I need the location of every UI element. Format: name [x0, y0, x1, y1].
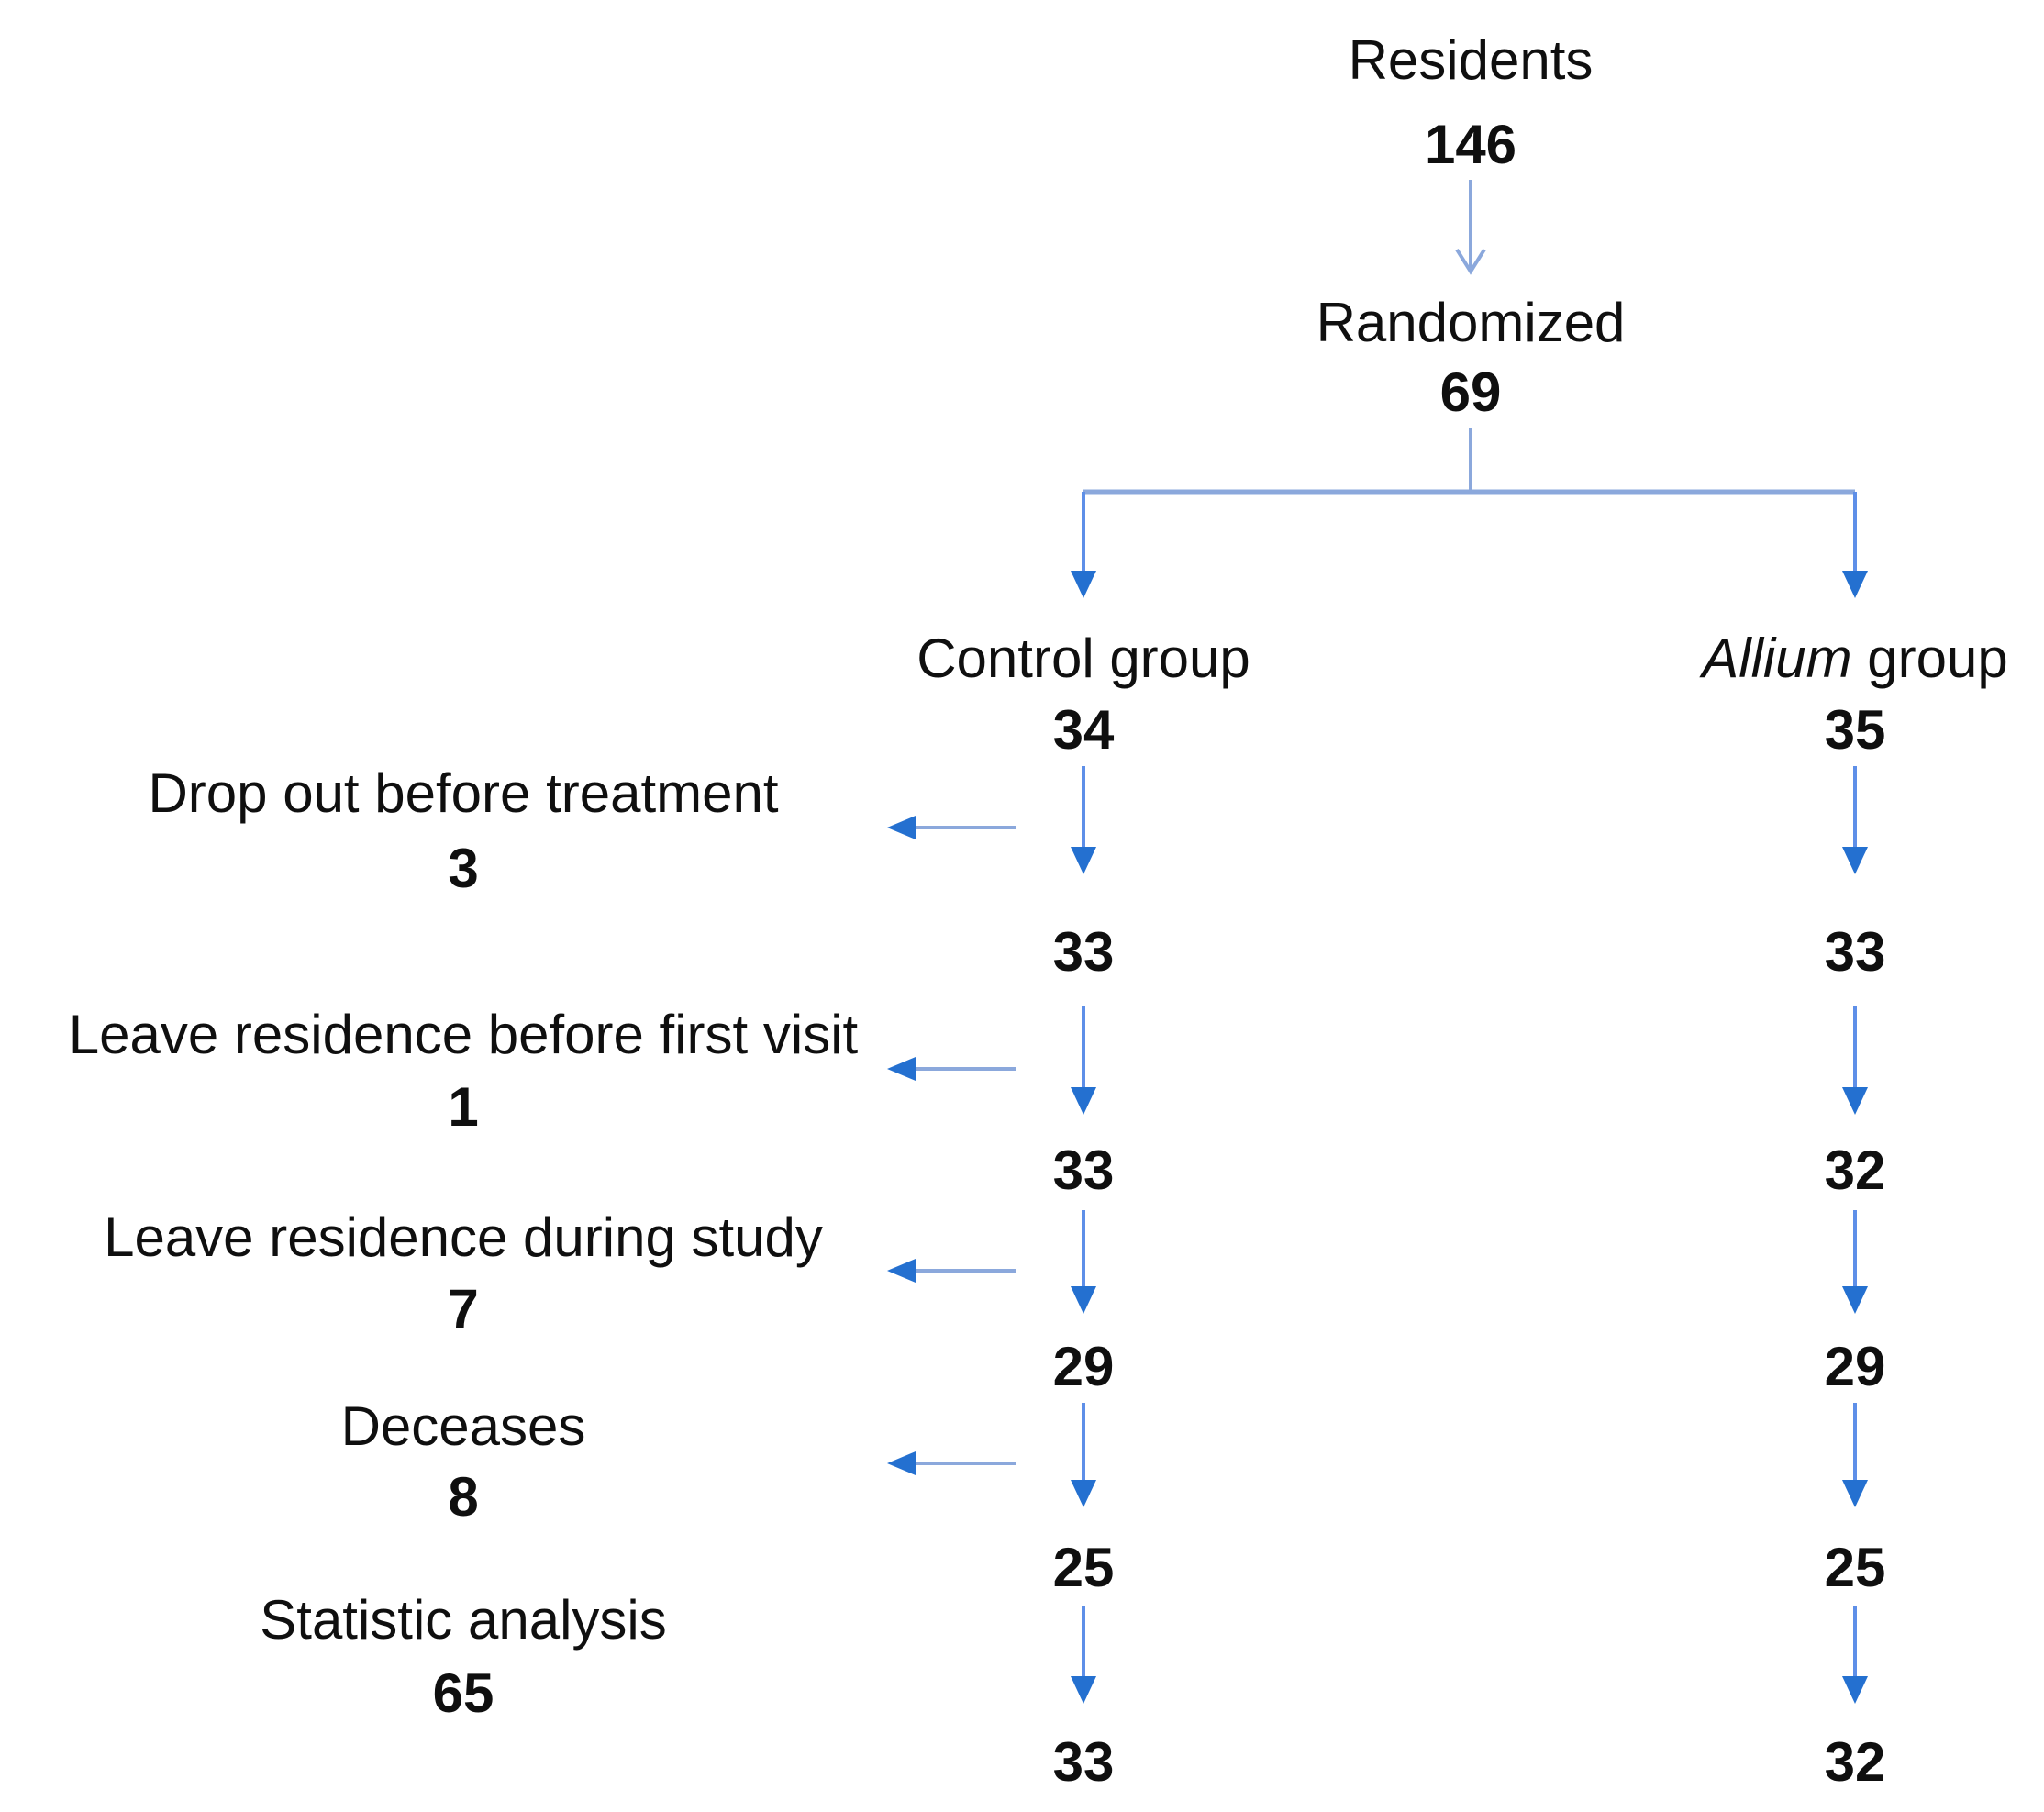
side-note-label: Leave residence during study	[104, 1206, 823, 1268]
allium-group-label-italic: Allium	[1702, 628, 1852, 689]
side-note-value: 3	[448, 838, 479, 899]
allium-step-value: 25	[1824, 1537, 1886, 1598]
residents-value: 146	[1424, 114, 1517, 175]
control-arrow-5-head-icon	[1071, 1676, 1096, 1704]
control-arrow-4-head-icon	[1071, 1480, 1096, 1507]
randomized-value: 69	[1439, 361, 1502, 423]
allium-arrow-2-head-icon	[1842, 1087, 1868, 1115]
control-arrow-2-head-icon	[1071, 1087, 1096, 1115]
control-arrow-1-head-icon	[1071, 847, 1096, 874]
residents-label: Residents	[1348, 29, 1594, 91]
control-step-value: 33	[1052, 1731, 1115, 1793]
allium-group-value: 35	[1824, 699, 1886, 761]
allium-step-value: 29	[1824, 1336, 1886, 1397]
allium-step-value: 33	[1824, 921, 1886, 983]
allium-arrow-1-head-icon	[1842, 847, 1868, 874]
allium-arrow-4-head-icon	[1842, 1480, 1868, 1507]
control-step-value: 33	[1052, 1139, 1115, 1201]
control-group-value: 34	[1052, 699, 1115, 761]
exit-arrow-2-head-icon	[887, 1057, 916, 1081]
control-step-value: 29	[1052, 1336, 1115, 1397]
allium-arrow-3-head-icon	[1842, 1286, 1868, 1314]
randomized-label: Randomized	[1316, 292, 1626, 353]
allium-step-value: 32	[1824, 1731, 1886, 1793]
control-group-label: Control group	[916, 628, 1250, 689]
arrow-to-allium-head-icon	[1842, 571, 1868, 598]
side-note-value: 1	[448, 1076, 479, 1138]
side-note-label: Leave residence before first visit	[68, 1004, 859, 1065]
allium-group-label-rest: group	[1851, 628, 2008, 689]
side-note-value: 8	[448, 1466, 479, 1528]
control-step-value: 33	[1052, 921, 1115, 983]
side-note-label: Drop out before treatment	[148, 762, 779, 824]
exit-arrow-3-head-icon	[887, 1259, 916, 1283]
side-note-value: 65	[432, 1662, 494, 1724]
allium-group-label: Allium group	[1702, 631, 2008, 686]
side-note-value: 7	[448, 1278, 479, 1340]
arrow-residents-randomized-head-icon	[1455, 248, 1486, 275]
control-step-value: 25	[1052, 1537, 1115, 1598]
allium-step-value: 32	[1824, 1139, 1886, 1201]
side-note-label: Deceases	[340, 1395, 586, 1457]
side-note-label: Statistic analysis	[260, 1589, 667, 1651]
exit-arrow-4-head-icon	[887, 1451, 916, 1475]
control-arrow-3-head-icon	[1071, 1286, 1096, 1314]
allium-arrow-5-head-icon	[1842, 1676, 1868, 1704]
exit-arrow-1-head-icon	[887, 816, 916, 839]
arrow-to-control-head-icon	[1071, 571, 1096, 598]
